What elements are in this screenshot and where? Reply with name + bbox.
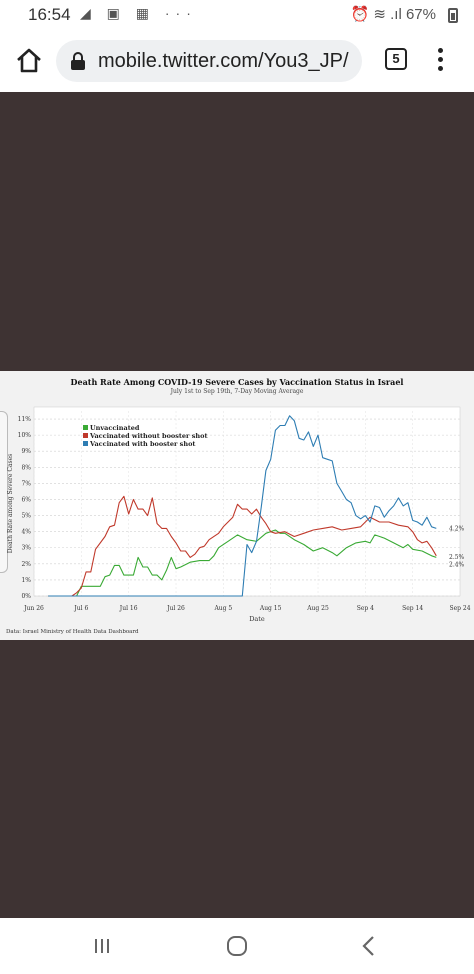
status-time: 16:54 xyxy=(28,5,71,24)
legend-swatch xyxy=(83,441,88,446)
battery-percent: 67% xyxy=(405,6,436,23)
x-tick-label: Jul 16 xyxy=(119,605,138,612)
y-tick-label: 11% xyxy=(18,416,32,423)
recent-apps-icon[interactable] xyxy=(93,937,111,955)
x-tick-label: Aug 5 xyxy=(213,605,232,612)
x-axis-label: Date xyxy=(249,615,265,623)
home-nav-icon[interactable] xyxy=(226,935,248,957)
end-value-label: 2.5% xyxy=(449,554,465,561)
url-bar[interactable]: mobile.twitter.com/You3_JP/ xyxy=(56,40,362,82)
more-menu-icon[interactable] xyxy=(432,46,448,76)
y-tick-label: 8% xyxy=(21,464,31,471)
y-tick-label: 5% xyxy=(21,513,31,520)
legend-label: Vaccinated without booster shot xyxy=(89,432,207,440)
status-bar: 16:54 ◢ ▣ ▦ ··· ⏰ ≋ .ıl 67% xyxy=(0,0,474,30)
lock-icon xyxy=(71,52,85,70)
y-tick-label: 10% xyxy=(18,432,32,439)
x-tick-label: Jul 6 xyxy=(73,605,88,612)
plot-area xyxy=(33,406,461,597)
legend-label: Unvaccinated xyxy=(90,424,140,432)
back-icon[interactable] xyxy=(360,935,376,957)
line-chart: 0% 1% 2% 3% 4% 5% 6% 7% 8% 9% 10% 11% Jun 26 Jul 6 Jul… xyxy=(7,406,471,623)
chart-subtitle: July 1st to Sep 19th, 7-Day Moving Avera… xyxy=(170,388,304,395)
x-tick-label: Sep 14 xyxy=(402,605,423,612)
x-tick-label: Aug 15 xyxy=(259,605,282,612)
x-tick-label: Jul 26 xyxy=(166,605,185,612)
chart-title: Death Rate Among COVID-19 Severe Cases b… xyxy=(70,377,404,387)
series-line-3 xyxy=(48,415,437,597)
y-tick-label: 9% xyxy=(21,448,31,455)
chart-source: Data: Israel Ministry of Health Data Das… xyxy=(6,629,139,635)
tab-switcher-button[interactable]: 5 xyxy=(385,48,407,70)
y-tick-label: 6% xyxy=(21,496,31,503)
notification-icons: ◢ ▣ ▦ ··· xyxy=(80,5,197,21)
x-tick-label: Aug 25 xyxy=(306,605,329,612)
y-tick-label: 0% xyxy=(21,593,31,600)
battery-icon xyxy=(448,8,458,23)
side-handle[interactable] xyxy=(0,411,8,573)
y-tick-label: 4% xyxy=(21,529,31,536)
y-tick-label: 3% xyxy=(21,545,31,552)
system-icons: ⏰ ≋ .ıl xyxy=(350,6,402,23)
legend-swatch xyxy=(83,425,88,430)
legend-label: Vaccinated with booster shot xyxy=(89,440,195,448)
y-tick-label: 2% xyxy=(21,561,31,568)
y-tick-label: 1% xyxy=(21,577,31,584)
y-tick-label: 7% xyxy=(21,480,31,487)
home-icon[interactable] xyxy=(14,46,44,76)
x-tick-label: Sep 4 xyxy=(357,605,374,612)
x-tick-label: Sep 24 xyxy=(449,605,470,612)
tweet-image[interactable]: Death Rate Among COVID-19 Severe Cases b… xyxy=(0,371,474,640)
end-value-label: 2.4% xyxy=(449,561,465,568)
x-tick-label: Jun 26 xyxy=(23,605,44,612)
url-text[interactable]: mobile.twitter.com/You3_JP/ xyxy=(98,50,349,72)
end-value-label: 4.2% xyxy=(449,525,465,532)
android-nav-bar xyxy=(0,918,474,974)
legend-swatch xyxy=(83,433,88,438)
browser-toolbar: mobile.twitter.com/You3_JP/ 5 xyxy=(0,30,474,92)
status-indicators: ⏰ ≋ .ıl 67% xyxy=(351,5,436,23)
series-line-1 xyxy=(48,529,437,597)
y-axis-label: Death Rate among Severe Cases xyxy=(7,454,14,554)
series-line-2 xyxy=(48,495,437,597)
